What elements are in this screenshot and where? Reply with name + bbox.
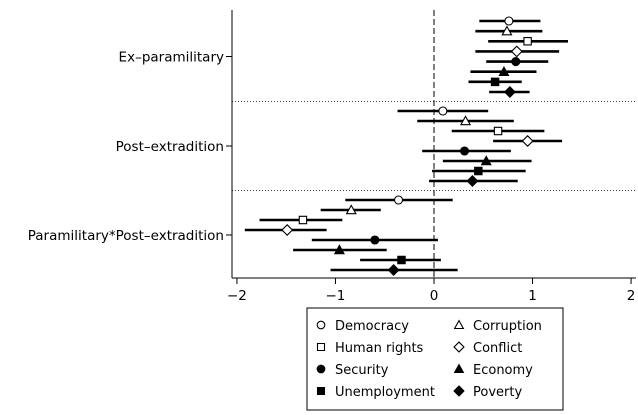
legend-label: Conflict (473, 341, 522, 356)
diamond-marker (453, 341, 465, 353)
y-axis: Ex–paramilitary Post–extradition Paramilit… (28, 10, 233, 278)
x-tick-label: −1 (326, 288, 346, 304)
legend-label: Security (335, 363, 389, 378)
triangle-marker (453, 363, 465, 374)
plot-area (232, 10, 636, 278)
triangle-marker (480, 155, 492, 166)
triangle-marker (345, 204, 357, 215)
diamond-marker (281, 224, 294, 236)
diamond-marker (453, 385, 465, 397)
diamond-marker (521, 135, 534, 147)
legend-label: Economy (473, 363, 533, 378)
circle-marker (316, 364, 326, 374)
diamond-marker (503, 86, 516, 98)
legend-box (306, 307, 564, 411)
legend-label: Corruption (473, 319, 542, 334)
triangle-marker (333, 244, 345, 255)
x-axis: −2 −1 0 1 2 (227, 277, 636, 304)
diamond-marker (466, 175, 479, 187)
circle-marker (504, 16, 514, 26)
circle-marker (511, 57, 521, 67)
legend-label: Unemployment (335, 385, 435, 400)
circle-marker (393, 195, 404, 205)
diamond-marker (387, 264, 400, 276)
square-marker (493, 126, 503, 136)
circle-marker (316, 320, 326, 330)
circle-marker (459, 146, 470, 156)
square-marker (474, 166, 483, 176)
legend: Democracy Corruption Human rights Conflict S… (306, 307, 564, 411)
square-marker (490, 77, 500, 87)
square-marker (298, 215, 308, 225)
circle-marker (370, 235, 380, 245)
legend-label: Poverty (473, 385, 522, 400)
legend-label: Human rights (335, 341, 424, 356)
circle-marker (438, 106, 448, 116)
square-marker (523, 37, 532, 46)
y-tick-label: Post–extradition (116, 139, 224, 155)
triangle-marker (453, 319, 465, 330)
legend-label: Democracy (335, 319, 409, 334)
diamond-marker (510, 45, 523, 58)
x-tick-label: −2 (227, 288, 247, 304)
y-tick-label: Paramilitary*Post–extradition (28, 228, 224, 244)
triangle-marker (501, 25, 513, 36)
x-tick-label: 0 (430, 288, 439, 304)
triangle-marker (498, 65, 510, 76)
square-marker (316, 342, 326, 352)
square-marker (316, 386, 326, 396)
y-tick-label: Ex–paramilitary (119, 50, 224, 66)
square-marker (397, 255, 406, 265)
x-tick-label: 1 (528, 288, 537, 304)
triangle-marker (459, 115, 472, 126)
x-tick-label: 2 (627, 288, 636, 304)
